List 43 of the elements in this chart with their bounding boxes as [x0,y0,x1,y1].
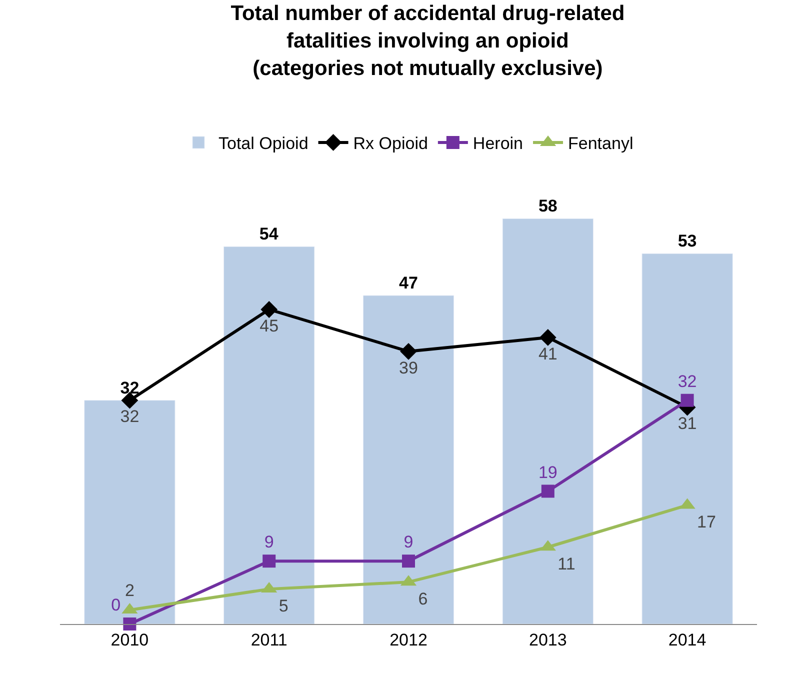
data-label: 47 [399,274,418,293]
data-label: 32 [120,378,140,398]
data-label: 17 [697,512,716,532]
data-label: 9 [404,532,414,552]
bar [224,246,315,624]
x-tick-label: 2011 [250,630,288,650]
data-label: 32 [120,407,140,426]
data-label: 9 [264,532,274,552]
data-label: 41 [538,344,558,364]
data-label: 45 [260,316,279,336]
bar [502,218,594,624]
point [402,554,415,568]
x-tick-label: 2014 [668,630,706,650]
bar [84,400,176,624]
data-label: 31 [678,414,697,434]
point [262,554,276,568]
point [680,394,694,407]
data-label: 2 [124,581,134,600]
data-label: 39 [399,358,418,378]
data-label: 11 [558,554,576,574]
point [541,484,554,498]
x-tick-label: 2010 [110,630,149,650]
x-tick-label: 2012 [390,630,428,650]
bar [362,295,454,624]
point [260,301,278,318]
data-label: 5 [278,596,288,616]
legend-label: Fentanyl [568,134,634,154]
legend-label: Rx Opioid [353,134,428,154]
chart-title: Total number of accidental drug-related fatalities involving an opioid (categories not mutually exclusive) [230,2,625,80]
data-label: 53 [678,232,697,251]
data-label: 32 [678,372,697,391]
data-label: 0 [111,596,121,615]
point [539,329,556,346]
data-label: 58 [538,196,558,216]
data-label: 54 [259,224,279,244]
data-label: 19 [538,462,558,482]
legend-label: Heroin [472,134,524,154]
x-tick-label: 2013 [528,630,567,650]
point [123,618,136,630]
bar [642,253,733,624]
data-label: 6 [418,590,428,609]
point [400,342,417,360]
legend-label: Total Opioid [218,134,308,154]
